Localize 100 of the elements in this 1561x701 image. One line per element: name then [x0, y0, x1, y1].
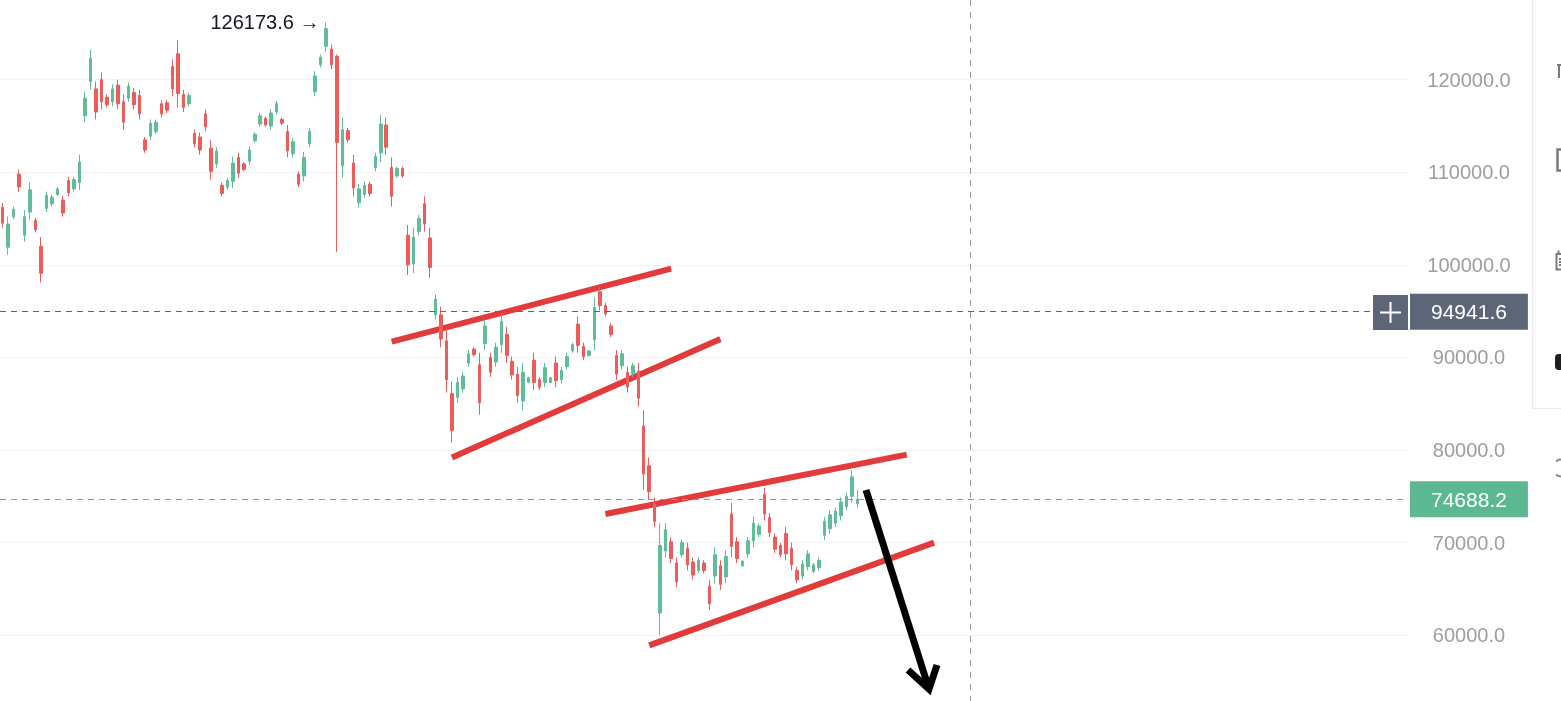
candlestick: [779, 542, 782, 558]
candlestick: [675, 556, 678, 588]
candlestick: [538, 376, 541, 391]
candlestick: [532, 352, 536, 391]
ref-line-label: 94941.6: [1431, 300, 1507, 324]
candlestick: [713, 546, 717, 584]
candlestick: [374, 152, 377, 172]
candlestick: [346, 127, 350, 144]
y-tick-label: 120000.0: [1427, 68, 1511, 91]
candlestick: [626, 366, 629, 394]
candlestick: [527, 376, 530, 384]
candlestick: [669, 536, 673, 564]
candlestick: [204, 108, 207, 132]
candlestick: [171, 58, 174, 97]
candlestick: [363, 181, 366, 199]
candlestick: [784, 526, 788, 561]
candlestick: [1, 202, 4, 229]
candlestick: [231, 156, 235, 189]
candlestick: [330, 43, 333, 70]
candlestick: [357, 183, 361, 208]
candlestick: [6, 216, 10, 256]
candlestick: [428, 227, 432, 279]
candlestick: [500, 312, 503, 354]
candlestick: [83, 91, 87, 123]
candlestick: [297, 170, 300, 188]
candlestick: [17, 168, 21, 193]
candlestick: [510, 356, 514, 381]
candlestick: [565, 352, 569, 370]
candlestick: [45, 191, 48, 213]
candlestick: [341, 117, 344, 179]
candlestick: [817, 556, 821, 571]
candlestick: [78, 154, 81, 191]
candlestick: [324, 21, 328, 53]
candlestick: [100, 71, 103, 110]
candlestick: [209, 139, 213, 181]
candlestick: [417, 214, 421, 236]
candlestick: [768, 512, 771, 538]
candlestick: [483, 318, 487, 351]
candlestick: [319, 54, 322, 69]
candlestick: [691, 556, 695, 581]
candlestick: [560, 366, 563, 384]
candlestick: [746, 536, 750, 558]
candlestick: [823, 516, 826, 541]
candlestick: [801, 559, 804, 581]
candlestick: [401, 166, 404, 179]
candlestick: [182, 89, 185, 113]
candlestick: [489, 352, 492, 378]
candlestick: [571, 342, 574, 354]
candlestick: [56, 186, 59, 197]
candlestick: [335, 54, 339, 253]
candlestick: [132, 87, 136, 110]
candlestick: [423, 195, 426, 233]
candlestick: [160, 99, 163, 119]
candlestick: [291, 137, 295, 158]
candlestick: [122, 93, 125, 131]
candlestick: [61, 195, 65, 218]
candlestick: [472, 346, 476, 358]
candlestick: [735, 536, 739, 564]
candlestick: [269, 108, 273, 131]
candlestick: [478, 352, 481, 416]
y-tick-label: 100000.0: [1427, 253, 1511, 276]
candlestick: [165, 99, 169, 114]
annotation: 126173.6 →: [210, 11, 320, 34]
candlestick: [450, 381, 454, 444]
candlestick: [521, 362, 525, 411]
candlestick: [176, 39, 180, 108]
candlestick: [554, 356, 558, 388]
candlestick: [94, 80, 98, 120]
candlestick: [834, 506, 837, 528]
candlestick: [258, 112, 262, 128]
candlestick: [806, 549, 810, 571]
candlestick: [395, 166, 399, 179]
candlestick: [516, 366, 519, 404]
candlestick: [795, 566, 799, 584]
candlestick: [828, 509, 832, 534]
candlestick: [28, 181, 32, 220]
candlestick: [664, 522, 667, 558]
candlestick: [138, 89, 141, 120]
candlestick: [23, 209, 26, 243]
candlestick: [193, 129, 196, 148]
candlestick: [620, 349, 624, 370]
candlestick: [280, 117, 284, 126]
candlestick: [226, 177, 229, 191]
candlestick: [264, 116, 267, 128]
candlestick: [154, 118, 158, 135]
candlestick: [582, 342, 585, 361]
candlestick: [642, 409, 645, 491]
candlestick: [143, 136, 147, 154]
candlestick: [576, 316, 580, 354]
candlestick: [286, 124, 289, 158]
candlestick: [368, 181, 372, 197]
candlestick: [697, 556, 700, 574]
candlestick: [384, 117, 388, 156]
candlestick: [812, 562, 815, 574]
y-tick-label: 80000.0: [1432, 439, 1506, 462]
candlestick: [587, 349, 591, 358]
candlestick: [680, 539, 684, 558]
candlestick: [34, 217, 37, 233]
candlestick: [609, 322, 613, 338]
candlestick: [604, 302, 607, 318]
